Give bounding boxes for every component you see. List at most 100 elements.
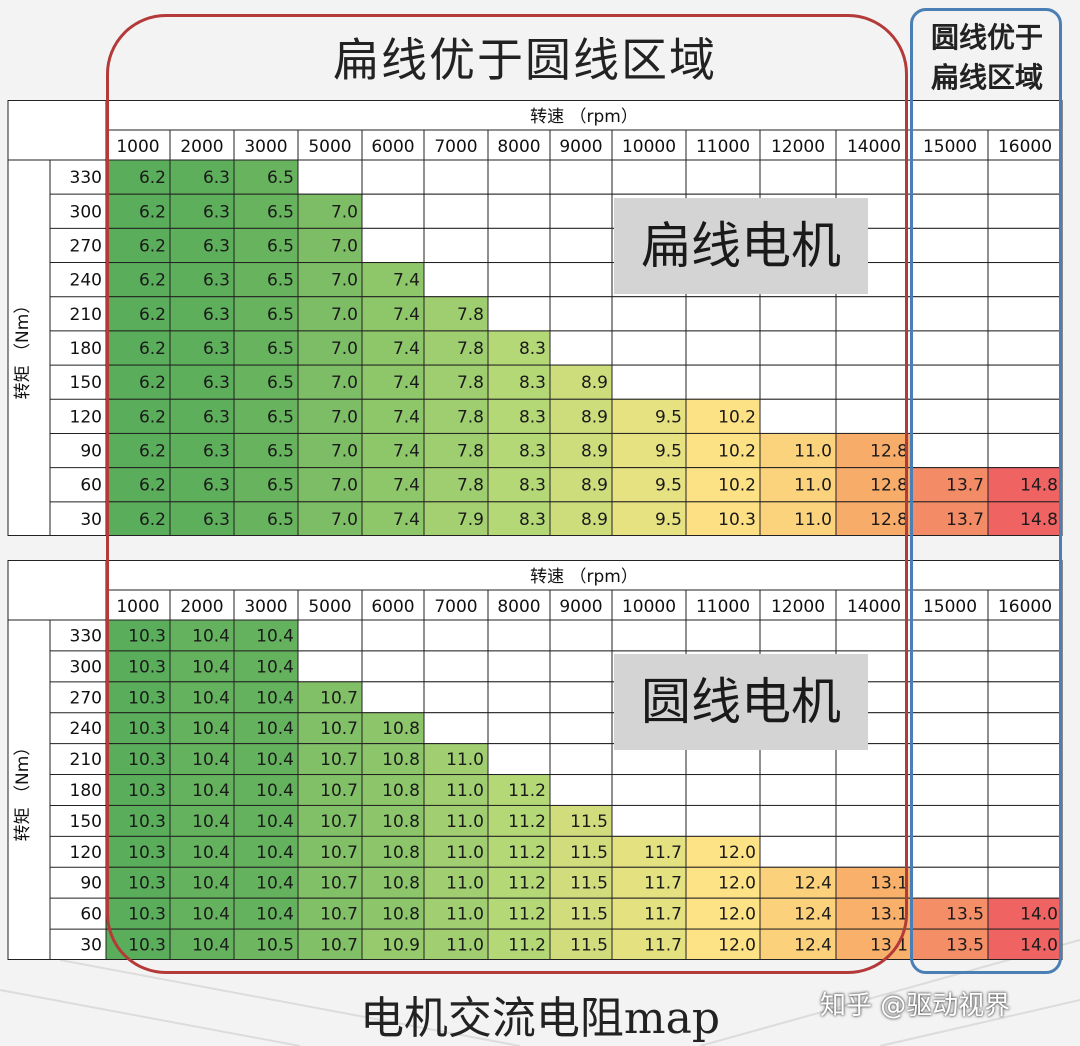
data-label: 11.5 — [570, 812, 608, 832]
data-label: 13.1 — [870, 905, 908, 925]
heatmap-cell — [911, 296, 989, 332]
heatmap-cell — [549, 619, 613, 652]
heatmap-cell — [911, 398, 989, 434]
heatmap-cell — [297, 681, 363, 714]
side-title-line2: 扁线区域 — [930, 61, 1043, 94]
data-label: 6.3 — [203, 305, 230, 325]
heatmap-cell — [835, 364, 913, 400]
heatmap-cell — [987, 262, 1063, 298]
data-label: 11.5 — [570, 905, 608, 925]
heatmap-cell — [169, 432, 235, 469]
heatmap-cell — [361, 432, 425, 469]
x-tick-label: 12000 — [771, 597, 825, 617]
heatmap-cell — [169, 619, 235, 652]
heatmap-cell — [233, 159, 299, 195]
data-label: 11.7 — [644, 936, 682, 956]
data-label: 12.0 — [718, 874, 756, 894]
heatmap-cell — [911, 681, 989, 714]
heatmap-cell — [297, 398, 363, 434]
data-label: 11.2 — [508, 936, 546, 956]
data-label: 6.5 — [267, 476, 294, 496]
data-label: 11.7 — [644, 874, 682, 894]
heatmap-cell — [361, 804, 425, 837]
table-grid — [7, 560, 1063, 960]
heatmap-cell — [549, 159, 613, 195]
data-label: 11.0 — [794, 476, 832, 496]
heatmap-cell — [233, 227, 299, 264]
heatmap-cell — [297, 619, 363, 652]
y-tick-label: 150 — [70, 373, 102, 393]
x-tick-label: 1000 — [116, 597, 159, 617]
data-label: 10.4 — [192, 781, 230, 801]
heatmap-cell — [549, 650, 613, 683]
y-tick-label: 300 — [70, 202, 102, 222]
data-label: 10.3 — [128, 719, 166, 739]
heatmap-cell — [233, 835, 299, 868]
data-label: 11.2 — [508, 781, 546, 801]
heatmap-cell — [549, 364, 613, 400]
data-label: 10.4 — [192, 688, 230, 708]
heatmap-cell — [835, 159, 913, 195]
heatmap-cell — [759, 432, 837, 469]
data-label: 10.8 — [382, 812, 420, 832]
data-label: 6.5 — [267, 339, 294, 359]
heatmap-cell — [611, 330, 687, 366]
data-label: 9.5 — [655, 442, 682, 462]
heatmap-cell — [759, 835, 837, 868]
heatmap-cell — [685, 330, 761, 366]
data-label: 7.8 — [457, 339, 484, 359]
y-tick-label: 240 — [70, 719, 102, 739]
data-label: 10.4 — [192, 812, 230, 832]
heatmap-cell — [233, 743, 299, 776]
heatmap-cell — [423, 364, 489, 400]
data-label: 7.0 — [331, 339, 358, 359]
heatmap-cell — [487, 330, 551, 366]
data-label: 6.5 — [267, 442, 294, 462]
heatmap-cell — [759, 398, 837, 434]
heatmap-cell — [911, 897, 989, 930]
data-label: 10.8 — [382, 843, 420, 863]
heatmap-cell — [611, 159, 687, 195]
heatmap-cell — [987, 650, 1063, 683]
x-tick-label: 16000 — [998, 597, 1052, 617]
heatmap-cell — [911, 619, 989, 652]
data-label: 12.0 — [718, 905, 756, 925]
data-label: 6.3 — [203, 373, 230, 393]
x-tick-label: 2000 — [180, 137, 223, 157]
heatmap-cell — [987, 364, 1063, 400]
heatmap-cell — [611, 398, 687, 434]
data-label: 6.5 — [267, 236, 294, 256]
heatmap-cell — [423, 467, 489, 503]
heatmap-cell — [911, 804, 989, 837]
data-label: 7.4 — [393, 305, 420, 325]
heatmap-cell — [911, 330, 989, 366]
data-label: 14.8 — [1020, 476, 1058, 496]
data-label: 14.0 — [1020, 936, 1058, 956]
data-label: 6.2 — [139, 476, 166, 496]
data-label: 8.3 — [519, 339, 546, 359]
heatmap-cell — [361, 681, 425, 714]
y-tick-label: 270 — [70, 688, 102, 708]
heatmap-cell — [987, 743, 1063, 776]
data-label: 6.5 — [267, 305, 294, 325]
heatmap-cell — [987, 330, 1063, 366]
data-label: 13.1 — [870, 936, 908, 956]
heatmap-cell — [487, 159, 551, 195]
heatmap-cell — [233, 193, 299, 229]
heatmap-cell — [297, 835, 363, 868]
data-label: 10.7 — [320, 781, 358, 801]
heatmap-cell — [835, 619, 913, 652]
data-label: 8.9 — [581, 442, 608, 462]
heatmap-cell — [685, 432, 761, 469]
data-label: 6.3 — [203, 271, 230, 291]
heatmap-cell — [233, 804, 299, 837]
data-label: 11.2 — [508, 905, 546, 925]
data-label: 8.3 — [519, 510, 546, 530]
data-label: 11.5 — [570, 843, 608, 863]
heatmap-cell — [105, 804, 171, 837]
y-tick-label: 90 — [80, 442, 102, 462]
data-label: 7.8 — [457, 476, 484, 496]
data-label: 7.8 — [457, 442, 484, 462]
heatmap-cell — [911, 227, 989, 264]
heatmap-cell — [361, 159, 425, 195]
